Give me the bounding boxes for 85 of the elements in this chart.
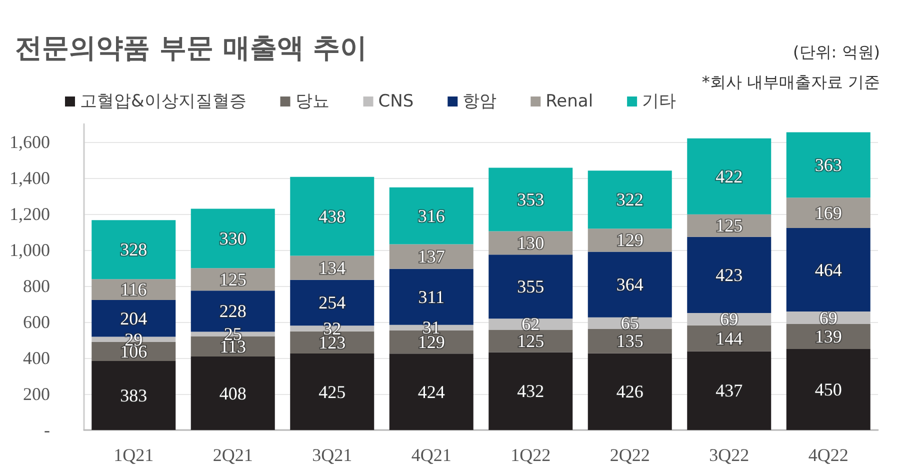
data-label: 125	[219, 269, 246, 290]
data-label: 353	[517, 190, 544, 210]
y-tick-label: -	[44, 420, 50, 440]
bar	[190, 208, 275, 268]
bar	[92, 361, 176, 430]
data-label: 425	[318, 382, 346, 402]
x-tick-label: 2Q22	[610, 445, 650, 465]
data-label: 69	[720, 309, 738, 330]
data-label: 125	[716, 216, 743, 236]
y-tick-label: 1,600	[10, 132, 50, 152]
data-label: 432	[517, 381, 544, 402]
chart-title: 전문의약품 부문 매출액 추이	[15, 33, 368, 64]
data-label: 383	[120, 386, 148, 406]
x-tick-label: 3Q21	[312, 445, 352, 465]
data-label: 69	[819, 308, 838, 328]
bar	[290, 354, 374, 430]
data-label: 316	[418, 206, 445, 226]
data-label: 129	[616, 230, 644, 250]
data-label: 422	[716, 166, 743, 186]
x-tick-label: 1Q21	[114, 445, 154, 465]
bar	[588, 353, 672, 430]
legend-label: Renal	[546, 92, 594, 112]
bar	[290, 176, 374, 256]
data-label: 424	[418, 382, 445, 402]
x-tick-label: 3Q22	[709, 445, 750, 465]
legend-label: 항암	[462, 92, 497, 112]
data-label: 228	[219, 301, 246, 322]
text: (단위: 억원)	[793, 42, 880, 62]
legend-label: 기타	[642, 92, 676, 112]
x-tick-label: 1Q22	[510, 445, 551, 465]
y-tick-label: 200	[23, 384, 50, 404]
bar	[786, 349, 870, 430]
data-label: 330	[219, 228, 246, 248]
data-label: 423	[716, 264, 743, 285]
data-label: 408	[219, 383, 246, 404]
bar	[190, 356, 275, 430]
data-label: 355	[517, 276, 544, 297]
data-label: 438	[318, 206, 346, 226]
bar	[488, 352, 573, 430]
y-tick-label: 800	[23, 276, 50, 296]
data-label: 134	[318, 258, 346, 278]
bar	[389, 187, 474, 244]
data-label: 311	[418, 286, 445, 307]
y-tick-label: 1,400	[10, 168, 50, 188]
data-label: 144	[716, 328, 743, 348]
data-label: 322	[616, 190, 644, 210]
data-label: 364	[616, 274, 644, 295]
bar	[786, 132, 870, 198]
bar	[488, 168, 573, 232]
data-label: 169	[814, 202, 842, 223]
legend-label: 당뇨	[295, 92, 330, 112]
data-label: 464	[814, 260, 842, 280]
data-label: 139	[814, 326, 842, 346]
x-tick-label: 2Q21	[212, 445, 253, 465]
data-label: 135	[616, 331, 644, 352]
bar	[488, 254, 573, 319]
data-label: 426	[616, 382, 644, 402]
data-label: 137	[418, 246, 445, 267]
bar	[92, 220, 176, 280]
x-tick-label: 4Q22	[808, 445, 848, 465]
text: *회사 내부매출자료 기준	[702, 72, 880, 92]
legend-label: 고혈압&이상지질혈증	[80, 92, 246, 112]
data-label: 116	[120, 280, 147, 300]
bar	[389, 354, 474, 430]
data-label: 437	[716, 380, 743, 401]
data-label: 130	[517, 232, 544, 253]
data-label: 450	[814, 380, 842, 400]
data-label: 254	[318, 292, 346, 313]
data-label: 204	[120, 308, 148, 328]
bar	[687, 236, 772, 313]
x-tick-label: 4Q21	[411, 445, 452, 465]
bar	[588, 252, 672, 318]
legend-label: CNS	[378, 92, 414, 112]
bar	[588, 170, 672, 229]
y-tick-label: 1,000	[10, 240, 50, 260]
y-tick-label: 600	[23, 312, 50, 332]
y-tick-label: 400	[23, 348, 50, 368]
bar	[687, 138, 772, 214]
data-label: 65	[620, 313, 639, 334]
data-label: 328	[120, 240, 148, 260]
y-tick-label: 1,200	[10, 204, 50, 224]
data-label: 363	[814, 154, 842, 175]
bar	[786, 228, 870, 312]
data-label: 129	[418, 332, 445, 352]
bar	[687, 351, 772, 430]
